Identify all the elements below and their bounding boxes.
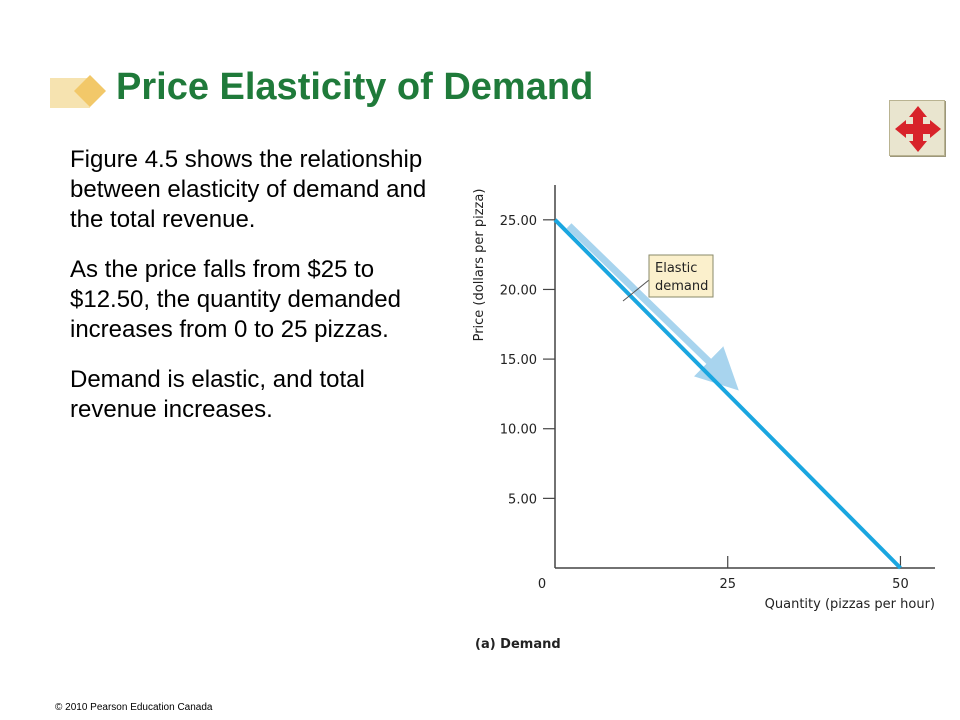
demand-curve [553, 218, 902, 570]
y-tick-label: 10.00 [500, 423, 537, 438]
y-tick-label: 20.00 [500, 283, 537, 298]
annotation-label-line-2: demand [655, 279, 708, 294]
body-text: Figure 4.5 shows the relationship betwee… [70, 145, 430, 445]
four-way-arrows-icon [895, 106, 941, 152]
x-tick-label: 0 [538, 577, 546, 592]
annotation-box [648, 254, 714, 298]
copyright-footer: © 2010 Pearson Education Canada [55, 702, 213, 713]
y-tick-label: 15.00 [500, 353, 537, 368]
slide-title: Price Elasticity of Demand [116, 66, 594, 108]
navigation-button[interactable] [889, 100, 945, 156]
paragraph-2: As the price falls from $25 to $12.50, t… [70, 256, 401, 343]
paragraph-1: Figure 4.5 shows the relationship betwee… [70, 146, 427, 233]
x-tick-label: 50 [892, 577, 909, 592]
price-fall-arrow [566, 223, 739, 391]
chart-caption: (a) Demand [475, 637, 561, 652]
x-tick-label: 25 [719, 577, 736, 592]
demand-chart: 5.00 10.00 15.00 20.00 25.00 0 25 50 Elastic d… [472, 185, 935, 652]
annotation-label-line-1: Elastic [655, 261, 697, 276]
y-tick-label: 5.00 [508, 492, 537, 507]
annotation-leader-line [622, 279, 650, 302]
x-axis-label: Quantity (pizzas per hour) [765, 597, 935, 612]
y-tick-label: 25.00 [500, 214, 537, 229]
y-axis-label: Price (dollars per pizza) [472, 189, 487, 342]
title-diamond-decoration [50, 75, 106, 108]
paragraph-3: Demand is elastic, and total revenue inc… [70, 366, 365, 423]
